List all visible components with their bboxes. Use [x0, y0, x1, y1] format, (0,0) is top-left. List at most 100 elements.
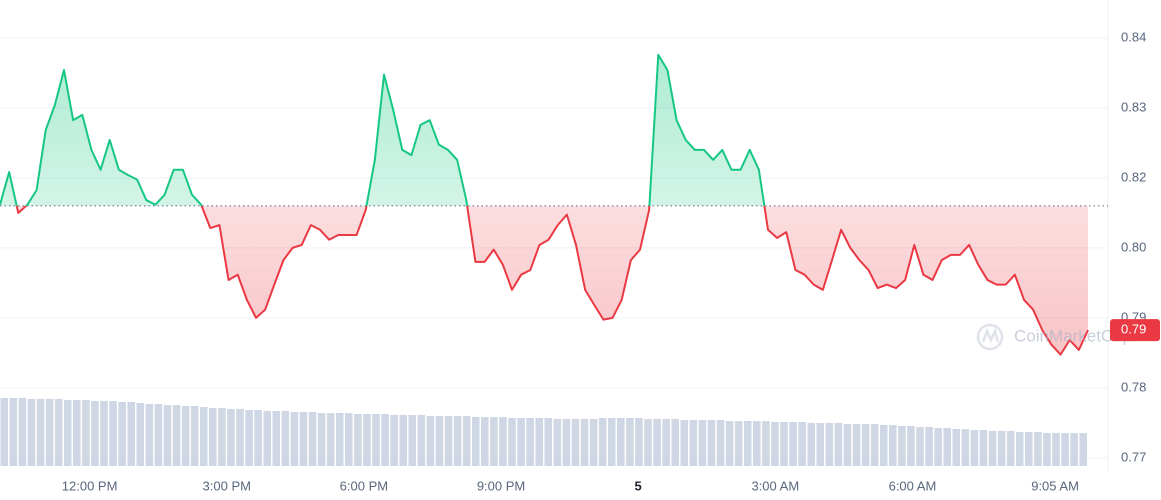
volume-bar [254, 410, 262, 466]
volume-bar [907, 426, 915, 466]
y-tick-label: 0.83 [1121, 99, 1146, 114]
x-tick-label: 9:05 AM [1031, 478, 1079, 493]
volume-bar [898, 426, 906, 466]
volume-bar [825, 423, 834, 466]
volume-bar [517, 418, 525, 466]
y-tick-label: 0.84 [1121, 29, 1146, 44]
volume-bar [798, 422, 806, 466]
area-up [0, 54, 765, 206]
volume-bar [562, 419, 571, 466]
volume-bar [889, 425, 897, 466]
volume-bar [272, 411, 281, 466]
volume-bar [227, 409, 235, 466]
volume-bar [598, 418, 607, 466]
watermark-icon [981, 327, 1000, 344]
volume-bar [1052, 433, 1060, 466]
volume-bar [725, 421, 734, 466]
volume-bar [1079, 433, 1087, 466]
volume-bar [118, 402, 126, 466]
volume-bar [435, 416, 444, 466]
volume-bar [607, 418, 616, 466]
x-tick-label: 6:00 AM [889, 478, 937, 493]
volume-bar [345, 413, 353, 466]
x-tick-label: 5 [635, 478, 642, 493]
volume-bar [490, 417, 498, 466]
volume-bar [417, 415, 426, 466]
volume-bar [1025, 432, 1033, 466]
volume-bar [762, 421, 770, 466]
x-tick-label: 3:00 AM [751, 478, 799, 493]
volume-bar [335, 413, 344, 466]
volume-bar [526, 418, 534, 466]
volume-bar [372, 414, 380, 466]
volume-bar [354, 414, 362, 466]
volume-bar [471, 417, 480, 466]
volume-bar [707, 420, 716, 466]
volume-bar [1070, 433, 1078, 466]
volume-bar [136, 403, 145, 466]
volume-bar [789, 422, 797, 466]
volume-bar [662, 419, 670, 466]
volume-bar [861, 424, 870, 466]
volume-bar [997, 431, 1006, 466]
volume-bar [163, 405, 172, 466]
volume-bar [36, 399, 45, 466]
volume-bar [535, 418, 543, 466]
volume-bar [671, 419, 679, 466]
volume-bar [218, 408, 226, 466]
volume-bar [299, 412, 308, 466]
volume-bar [1034, 432, 1042, 466]
volume-bar [0, 398, 9, 466]
volume-bar [73, 400, 81, 466]
volume-bar [27, 399, 36, 466]
x-tick-label: 12:00 PM [62, 478, 118, 493]
volume-bar [109, 401, 117, 466]
volume-bar [970, 430, 979, 466]
volume-bar [988, 431, 997, 466]
volume-bar [381, 414, 389, 466]
volume-bar [771, 422, 779, 466]
volume-bar [82, 400, 90, 466]
volume-bar [943, 428, 951, 466]
volume-bar [644, 419, 652, 466]
volume-bar [290, 412, 299, 466]
volume-bar [481, 417, 489, 466]
volume-bar [916, 427, 924, 466]
volume-bar [961, 429, 970, 466]
volume-bar [635, 418, 643, 466]
volume-bar [444, 416, 453, 466]
volume-bar [190, 406, 199, 466]
volume-bar [617, 418, 625, 466]
watermark-logo [976, 323, 1004, 351]
volume-bar [462, 416, 471, 466]
volume-bar [363, 414, 371, 466]
volume-bar [317, 413, 326, 466]
volume-bar [1043, 433, 1051, 466]
volume-bar [734, 421, 743, 466]
volume-bar [753, 421, 761, 466]
volume-bar [925, 427, 933, 466]
volume-bar [589, 419, 598, 466]
x-tick-label: 6:00 PM [340, 478, 388, 493]
volume-bar [399, 415, 407, 466]
volume-bar [508, 418, 516, 466]
volume-bar [18, 398, 27, 466]
volume-bar [1006, 431, 1015, 466]
volume-bar [780, 422, 788, 466]
price-line-down [15, 205, 1089, 356]
volume-bar [816, 423, 825, 466]
volume-bar [245, 410, 253, 466]
volume-bar [653, 419, 661, 466]
volume-bar [408, 415, 417, 466]
y-tick-label: 0.80 [1121, 239, 1146, 254]
y-tick-label: 0.78 [1121, 379, 1146, 394]
volume-bar [45, 399, 54, 466]
volume-bar [979, 430, 988, 466]
volume-bar [181, 406, 190, 466]
volume-bar [426, 416, 435, 466]
volume-bar [680, 420, 689, 466]
volume-bar [236, 409, 244, 466]
volume-bar [580, 419, 589, 466]
volume-bar [9, 398, 18, 466]
